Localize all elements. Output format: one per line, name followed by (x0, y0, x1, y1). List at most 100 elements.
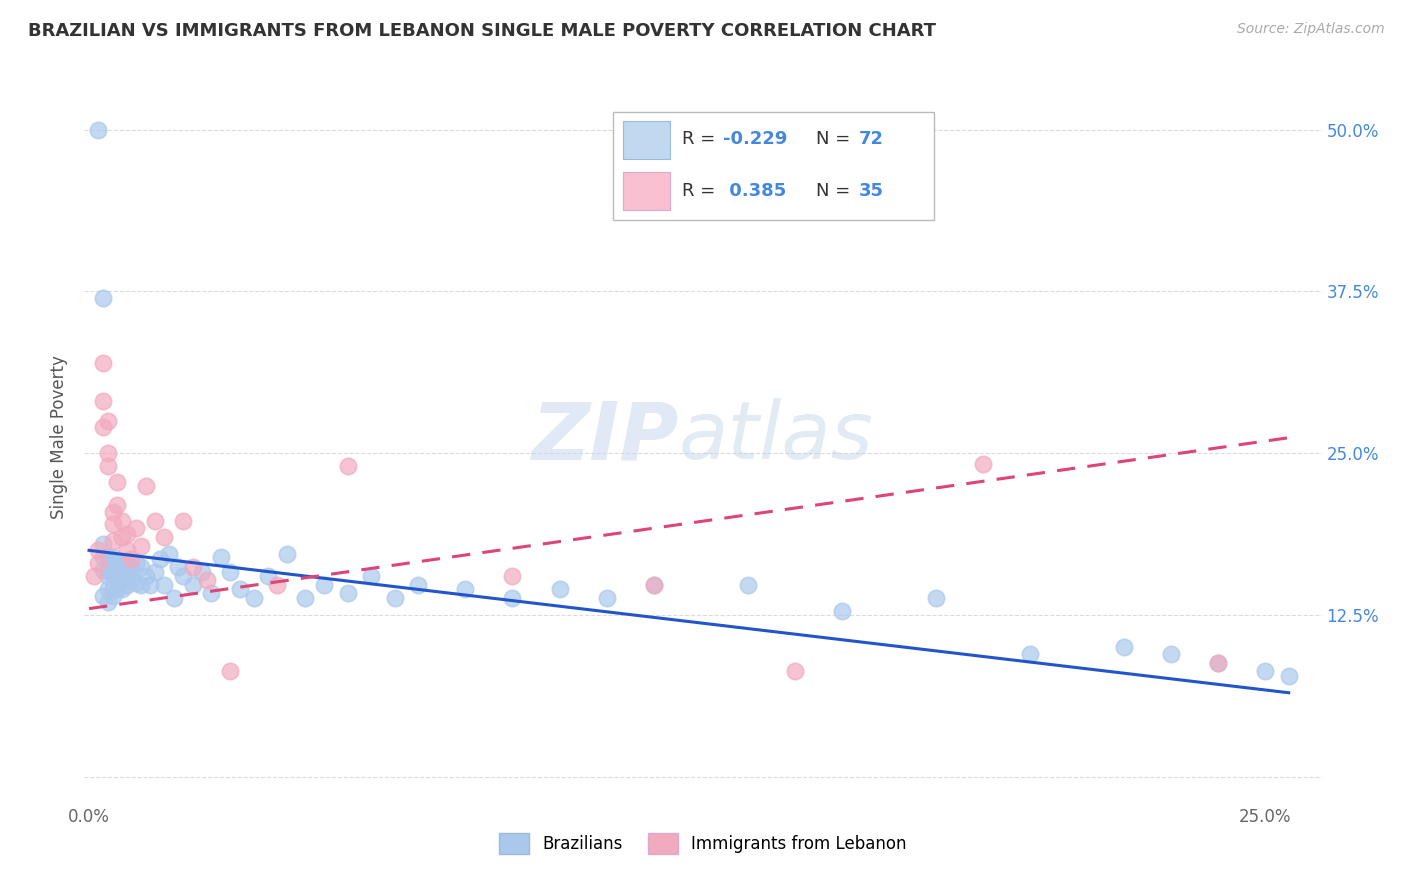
Point (384, 591, 406, 606)
Point (105, 557, 128, 571)
Point (101, 582, 124, 597)
Point (1206, 656, 1229, 670)
Point (115, 543, 138, 558)
Point (111, 514, 134, 528)
Point (149, 552, 172, 566)
Point (83, 569, 105, 583)
Point (643, 578, 665, 592)
Legend: Brazilians, Immigrants from Lebanon: Brazilians, Immigrants from Lebanon (492, 827, 914, 860)
Point (120, 573, 142, 587)
Point (87, 122, 110, 136)
Point (200, 586, 222, 600)
Point (111, 582, 134, 597)
Point (115, 526, 138, 541)
Point (1206, 656, 1229, 670)
Point (831, 604, 853, 618)
Point (501, 569, 523, 583)
Point (294, 591, 316, 606)
Point (266, 578, 288, 592)
Point (134, 569, 156, 583)
Point (97, 595, 120, 609)
Point (101, 589, 124, 603)
Point (143, 514, 166, 528)
Y-axis label: Single Male Poverty: Single Male Poverty (51, 355, 69, 519)
Text: 35: 35 (859, 182, 884, 200)
Point (129, 578, 152, 592)
Text: BRAZILIAN VS IMMIGRANTS FROM LEBANON SINGLE MALE POVERTY CORRELATION CHART: BRAZILIAN VS IMMIGRANTS FROM LEBANON SIN… (28, 22, 936, 40)
FancyBboxPatch shape (623, 121, 669, 159)
Point (125, 521, 148, 535)
Point (737, 578, 759, 592)
Text: 0.385: 0.385 (723, 182, 786, 200)
Point (209, 549, 232, 564)
Point (105, 563, 128, 577)
Point (1112, 640, 1135, 655)
Point (91, 420, 114, 434)
Point (91, 537, 114, 551)
Point (172, 569, 194, 583)
Point (97, 414, 120, 428)
Text: 72: 72 (859, 130, 884, 148)
Text: R =: R = (682, 182, 721, 200)
Point (87, 557, 110, 571)
Point (195, 573, 218, 587)
Point (595, 591, 617, 606)
Point (105, 475, 128, 489)
Point (105, 569, 128, 583)
Point (91, 549, 114, 564)
Point (972, 457, 994, 471)
Point (101, 557, 124, 571)
Point (172, 514, 194, 528)
Point (336, 459, 359, 474)
Point (101, 504, 124, 518)
Point (91, 394, 114, 409)
Point (105, 582, 128, 597)
FancyBboxPatch shape (613, 112, 935, 219)
Point (181, 560, 204, 574)
Point (336, 586, 359, 600)
Point (143, 566, 166, 580)
Point (219, 664, 242, 678)
Point (360, 569, 382, 583)
Point (408, 578, 430, 592)
Point (91, 356, 114, 370)
FancyBboxPatch shape (623, 172, 669, 211)
Point (91, 291, 114, 305)
Point (783, 664, 806, 678)
Point (111, 573, 134, 587)
Point (97, 569, 120, 583)
Point (129, 560, 152, 574)
Point (111, 566, 134, 580)
Point (242, 591, 264, 606)
Point (501, 591, 523, 606)
Point (139, 578, 162, 592)
Point (97, 563, 120, 577)
Point (157, 547, 180, 561)
Text: R =: R = (682, 130, 721, 148)
Text: N =: N = (815, 130, 856, 148)
Point (97, 446, 120, 460)
Point (115, 560, 138, 574)
Point (925, 591, 948, 606)
Point (111, 530, 134, 544)
Point (276, 547, 298, 561)
Point (1254, 664, 1277, 678)
Point (163, 591, 186, 606)
Point (219, 566, 242, 580)
Point (228, 582, 250, 597)
Point (97, 549, 120, 564)
Point (153, 578, 176, 592)
Text: -0.229: -0.229 (723, 130, 787, 148)
Point (134, 478, 156, 492)
Point (101, 549, 124, 564)
Point (181, 578, 204, 592)
Point (1019, 647, 1042, 661)
Point (1278, 669, 1301, 683)
Point (153, 530, 176, 544)
Point (101, 517, 124, 532)
Text: atlas: atlas (678, 398, 873, 476)
Point (115, 578, 138, 592)
Point (120, 560, 142, 574)
Point (105, 498, 128, 512)
Text: Source: ZipAtlas.com: Source: ZipAtlas.com (1237, 22, 1385, 37)
